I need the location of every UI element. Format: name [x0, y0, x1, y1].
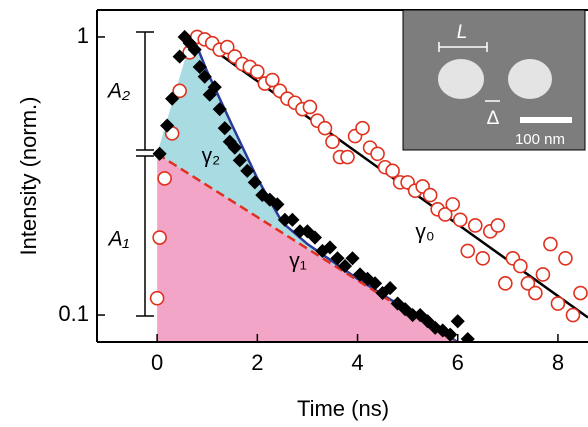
brackets [136, 31, 154, 317]
point [385, 163, 400, 179]
point [322, 240, 338, 255]
point [149, 290, 165, 306]
point [450, 314, 465, 329]
point [367, 276, 383, 291]
point [422, 187, 438, 203]
point [437, 207, 453, 222]
point [543, 236, 558, 252]
point [370, 146, 385, 162]
y-tick-label: 0.1 [58, 301, 89, 326]
point [172, 83, 187, 99]
point [550, 296, 566, 311]
point [219, 39, 235, 55]
point [498, 276, 513, 291]
point [490, 218, 506, 233]
point [513, 258, 528, 274]
area [157, 153, 458, 342]
inset-image [402, 9, 586, 151]
particle [438, 59, 484, 99]
inset-label: 100 nm [515, 131, 565, 148]
point [528, 285, 543, 301]
annotation: γ₁ [289, 250, 307, 273]
point [152, 230, 167, 245]
point [452, 212, 468, 228]
point [445, 197, 461, 212]
annotation: A₁ [107, 228, 130, 251]
point [240, 163, 255, 178]
annotation: γ₂ [202, 145, 221, 168]
x-axis-title: Time (ns) [297, 396, 389, 421]
scale-bar [520, 117, 572, 123]
point [383, 281, 398, 296]
point [535, 267, 551, 282]
point [520, 276, 536, 291]
point [265, 72, 280, 88]
point [467, 218, 483, 233]
point [460, 331, 475, 342]
point [345, 251, 360, 266]
point [152, 146, 167, 161]
point [325, 134, 340, 150]
point [227, 140, 242, 155]
x-tick-label: 8 [552, 350, 564, 375]
annotation: A₂ [106, 80, 130, 103]
particle [508, 59, 552, 99]
point [573, 285, 588, 301]
point [250, 64, 265, 79]
inset-label: Δ [487, 108, 500, 129]
point [460, 243, 476, 259]
point [355, 120, 370, 136]
y-tick-label: 1 [77, 23, 89, 48]
x-tick-label: 0 [151, 350, 163, 375]
y-axis-title: Intensity (norm.) [16, 97, 41, 256]
x-tick-label: 2 [251, 350, 263, 375]
point [285, 212, 300, 227]
point [317, 120, 333, 136]
point [270, 197, 285, 212]
point [307, 230, 323, 245]
point [232, 153, 247, 168]
point [217, 121, 232, 136]
x-tick-label: 6 [452, 350, 464, 375]
point [277, 212, 292, 227]
inset: L Δ 100 nm [402, 9, 586, 151]
point [292, 224, 307, 239]
point [302, 99, 318, 115]
point [340, 149, 355, 165]
point [330, 251, 345, 266]
point [475, 250, 491, 266]
inset-label: L [457, 22, 468, 43]
point [565, 307, 581, 323]
point [443, 327, 458, 342]
point [405, 307, 420, 323]
x-tick-label: 4 [351, 350, 363, 375]
area [157, 34, 458, 342]
plot-area [149, 29, 588, 342]
annotation: γ₀ [415, 221, 434, 244]
point [558, 250, 573, 266]
point [337, 259, 353, 274]
point [157, 171, 172, 186]
